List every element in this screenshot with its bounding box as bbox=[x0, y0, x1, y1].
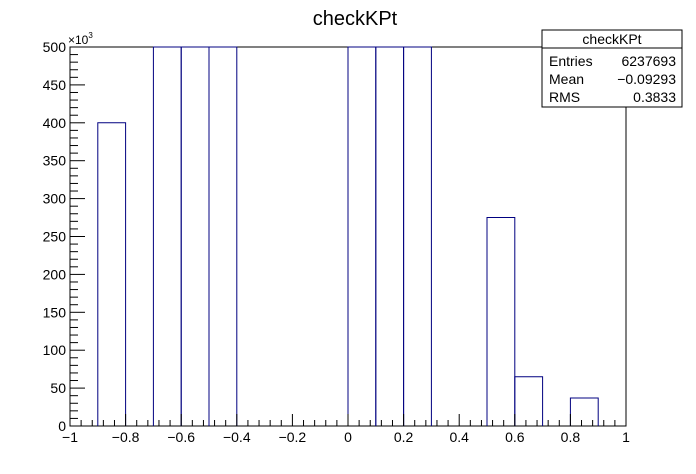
histogram-bin-2 bbox=[180, 46, 210, 426]
y-multiplier-exponent: 3 bbox=[88, 31, 93, 40]
stats-box-frame bbox=[541, 29, 683, 108]
y-tick-label: 250 bbox=[43, 229, 67, 245]
stats-rms-value: 0.3833 bbox=[633, 89, 676, 105]
histogram-bin-9 bbox=[569, 397, 599, 426]
x-tick-label: 0.2 bbox=[394, 429, 414, 445]
y-tick-label: 50 bbox=[50, 380, 66, 396]
y-tick-label: 150 bbox=[43, 304, 67, 320]
histogram-bin-6 bbox=[403, 46, 432, 426]
y-tick-label: 200 bbox=[43, 266, 67, 282]
x-tick-label: 0.4 bbox=[449, 429, 469, 445]
y-tick-label: 300 bbox=[43, 191, 67, 207]
y-multiplier-label: ×103 bbox=[68, 31, 93, 47]
x-axis-ticks: −1 −0.8 −0.6 −0.4 −0.2 0 0.2 0.4 0.6 0.8 1 bbox=[62, 414, 630, 445]
stats-rms-label: RMS bbox=[549, 89, 580, 105]
histogram-bin-8 bbox=[514, 376, 544, 426]
histogram-bin-5 bbox=[375, 46, 405, 426]
stats-box: checkKPt Entries 6237693 Mean −0.09293 R… bbox=[541, 29, 683, 108]
y-multiplier-base: ×10 bbox=[68, 33, 89, 47]
histogram-bin-7 bbox=[486, 217, 516, 426]
histogram-bin-0 bbox=[97, 122, 127, 426]
x-tick-label: 0 bbox=[344, 429, 352, 445]
x-tick-label: 0.8 bbox=[561, 429, 581, 445]
stats-entries-value: 6237693 bbox=[621, 53, 676, 69]
y-axis-ticks: 0 50 100 150 200 250 300 350 400 450 500 bbox=[43, 39, 85, 434]
histogram-bin-3 bbox=[208, 46, 238, 426]
y-tick-label: 350 bbox=[43, 153, 67, 169]
x-tick-label: −0.8 bbox=[112, 429, 140, 445]
stats-mean-label: Mean bbox=[549, 71, 584, 87]
x-tick-label: −0.2 bbox=[279, 429, 307, 445]
x-tick-label: −0.4 bbox=[223, 429, 251, 445]
y-tick-label: 450 bbox=[43, 77, 67, 93]
stats-mean-value: −0.09293 bbox=[617, 71, 676, 87]
x-tick-label: −1 bbox=[62, 429, 78, 445]
stats-box-title: checkKPt bbox=[582, 31, 641, 47]
histogram-bins bbox=[97, 46, 599, 426]
x-tick-label: 1 bbox=[622, 429, 630, 445]
stats-entries-label: Entries bbox=[549, 53, 593, 69]
y-tick-label: 500 bbox=[43, 39, 67, 55]
x-tick-label: −0.6 bbox=[167, 429, 195, 445]
histogram-bin-1 bbox=[152, 46, 182, 426]
histogram-bin-4 bbox=[347, 46, 377, 426]
y-tick-label: 0 bbox=[58, 418, 66, 434]
y-tick-label: 100 bbox=[43, 342, 67, 358]
y-tick-label: 400 bbox=[43, 115, 67, 131]
x-tick-label: 0.6 bbox=[505, 429, 525, 445]
chart-title: checkKPt bbox=[313, 8, 398, 30]
